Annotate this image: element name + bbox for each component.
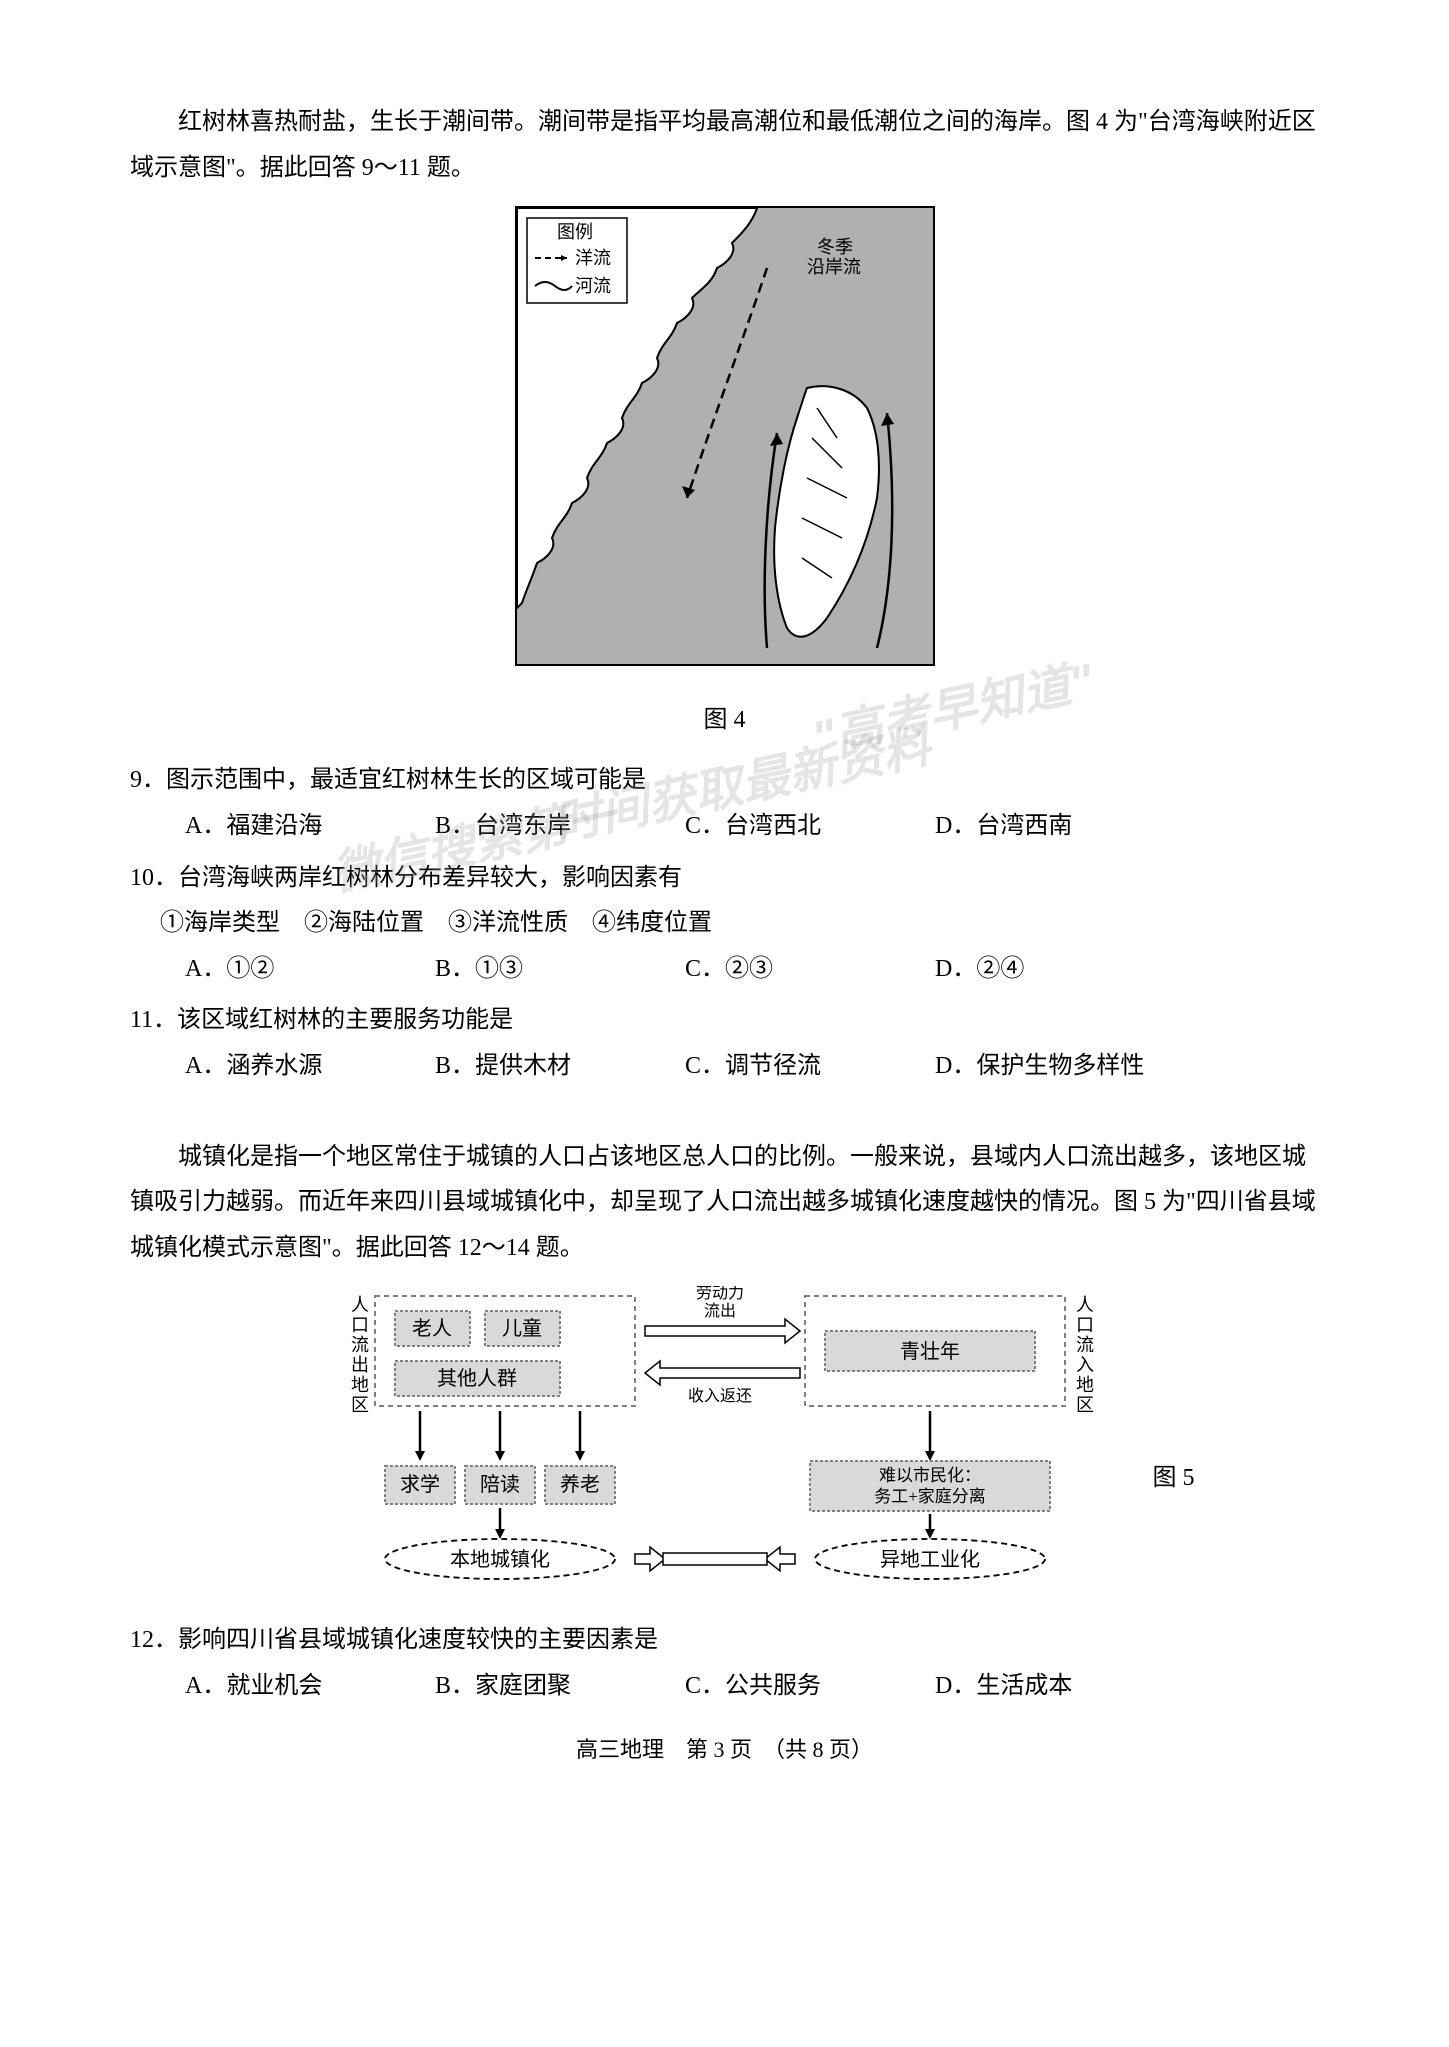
svg-text:陪读: 陪读 bbox=[480, 1473, 520, 1496]
page-footer: 高三地理 第 3 页 （共 8 页） bbox=[130, 1729, 1319, 1771]
q9-option-d: D．台湾西南 bbox=[935, 804, 1185, 850]
q12-option-a: A．就业机会 bbox=[185, 1664, 435, 1710]
svg-text:流: 流 bbox=[1076, 1335, 1094, 1355]
question-10-subitems: ①海岸类型 ②海陆位置 ③洋流性质 ④纬度位置 bbox=[160, 901, 1319, 947]
figure-5-caption: 图 5 bbox=[1153, 1456, 1195, 1502]
figure-5-diagram: 人 口 流 出 地 区 人 口 流 入 地 区 老人 儿童 其他人群 青壮年 bbox=[335, 1286, 1115, 1586]
q11-option-a: A．涵养水源 bbox=[185, 1044, 435, 1090]
svg-text:出: 出 bbox=[351, 1355, 369, 1375]
q9-option-c: C．台湾西北 bbox=[685, 804, 935, 850]
question-12: 12．影响四川省县域城镇化速度较快的主要因素是 A．就业机会 B．家庭团聚 C．… bbox=[130, 1618, 1319, 1709]
svg-text:人: 人 bbox=[1076, 1295, 1094, 1315]
svg-text:口: 口 bbox=[1076, 1315, 1094, 1335]
q11-option-b: B．提供木材 bbox=[435, 1044, 685, 1090]
svg-text:流出: 流出 bbox=[703, 1302, 735, 1320]
svg-text:河流: 河流 bbox=[575, 276, 611, 296]
q12-option-c: C．公共服务 bbox=[685, 1664, 935, 1710]
svg-text:地: 地 bbox=[1076, 1375, 1094, 1395]
svg-text:儿童: 儿童 bbox=[502, 1317, 542, 1340]
svg-text:收入返还: 收入返还 bbox=[687, 1387, 751, 1405]
legend-title: 图例 bbox=[557, 222, 593, 242]
intro-paragraph-1: 红树林喜热耐盐，生长于潮间带。潮间带是指平均最高潮位和最低潮位之间的海岸。图 4… bbox=[130, 100, 1319, 191]
svg-text:冬季: 冬季 bbox=[817, 237, 853, 257]
svg-text:区: 区 bbox=[1076, 1395, 1094, 1415]
q9-option-b: B．台湾东岸 bbox=[435, 804, 685, 850]
intro-paragraph-2: 城镇化是指一个地区常住于城镇的人口占该地区总人口的比例。一般来说，县域内人口流出… bbox=[130, 1135, 1319, 1272]
svg-text:流: 流 bbox=[351, 1335, 369, 1355]
question-10: 10．台湾海峡两岸红树林分布差异较大，影响因素有 ①海岸类型 ②海陆位置 ③洋流… bbox=[130, 856, 1319, 993]
q10-option-d: D．②④ bbox=[935, 947, 1185, 993]
question-10-stem: 10．台湾海峡两岸红树林分布差异较大，影响因素有 bbox=[130, 856, 1319, 902]
question-9: 9．图示范围中，最适宜红树林生长的区域可能是 A．福建沿海 B．台湾东岸 C．台… bbox=[130, 758, 1319, 849]
question-11-stem: 11．该区域红树林的主要服务功能是 bbox=[130, 998, 1319, 1044]
svg-text:入: 入 bbox=[1076, 1355, 1094, 1375]
q12-option-d: D．生活成本 bbox=[935, 1664, 1185, 1710]
svg-text:区: 区 bbox=[351, 1395, 369, 1415]
figure-4-map: 图例 洋流 河流 冬季 沿岸流 bbox=[515, 206, 935, 666]
svg-text:求学: 求学 bbox=[400, 1473, 440, 1496]
q11-option-d: D．保护生物多样性 bbox=[935, 1044, 1255, 1090]
q10-option-a: A．①② bbox=[185, 947, 435, 993]
q11-option-c: C．调节径流 bbox=[685, 1044, 935, 1090]
question-12-stem: 12．影响四川省县域城镇化速度较快的主要因素是 bbox=[130, 1618, 1319, 1664]
q9-option-a: A．福建沿海 bbox=[185, 804, 435, 850]
svg-text:其他人群: 其他人群 bbox=[437, 1367, 517, 1390]
svg-text:本地城镇化: 本地城镇化 bbox=[450, 1548, 550, 1571]
figure-5-container: 人 口 流 出 地 区 人 口 流 入 地 区 老人 儿童 其他人群 青壮年 bbox=[130, 1286, 1319, 1603]
svg-text:口: 口 bbox=[351, 1315, 369, 1335]
svg-text:异地工业化: 异地工业化 bbox=[880, 1548, 980, 1571]
figure-4-container: 图例 洋流 河流 冬季 沿岸流 bbox=[130, 206, 1319, 683]
svg-text:人: 人 bbox=[351, 1295, 369, 1315]
svg-text:务工+家庭分离: 务工+家庭分离 bbox=[874, 1487, 986, 1506]
svg-text:地: 地 bbox=[351, 1375, 369, 1395]
svg-text:难以市民化：: 难以市民化： bbox=[879, 1466, 981, 1485]
svg-text:青壮年: 青壮年 bbox=[900, 1340, 960, 1363]
question-11: 11．该区域红树林的主要服务功能是 A．涵养水源 B．提供木材 C．调节径流 D… bbox=[130, 998, 1319, 1089]
svg-text:劳动力: 劳动力 bbox=[695, 1286, 743, 1302]
q12-option-b: B．家庭团聚 bbox=[435, 1664, 685, 1710]
figure-4-caption: 图 4 bbox=[130, 698, 1319, 744]
svg-text:洋流: 洋流 bbox=[575, 248, 611, 268]
q10-option-c: C．②③ bbox=[685, 947, 935, 993]
svg-text:老人: 老人 bbox=[412, 1317, 452, 1340]
svg-text:沿岸流: 沿岸流 bbox=[807, 257, 861, 277]
svg-text:养老: 养老 bbox=[560, 1473, 600, 1496]
question-9-stem: 9．图示范围中，最适宜红树林生长的区域可能是 bbox=[130, 758, 1319, 804]
q10-option-b: B．①③ bbox=[435, 947, 685, 993]
